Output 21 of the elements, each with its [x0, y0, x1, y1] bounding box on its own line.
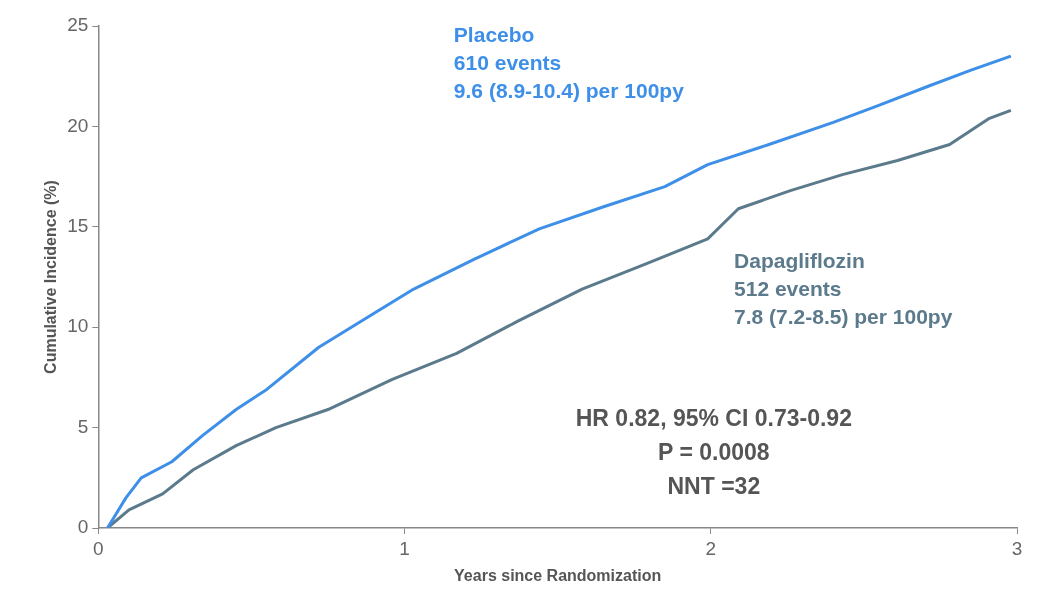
x-tick-label: 2	[705, 537, 717, 559]
y-axis-title: Cumulative Incidence (%)	[42, 180, 60, 374]
y-tick-label: 20	[67, 114, 89, 136]
annotation: P = 0.0008	[658, 439, 770, 466]
y-tick-label: 0	[77, 516, 89, 538]
annotation: NNT =32	[667, 473, 761, 500]
y-tick-label: 15	[67, 215, 89, 237]
annotation: 9.6 (8.9-10.4) per 100py	[453, 78, 685, 102]
x-tick-label: 0	[93, 537, 104, 559]
x-axis-title: Years since Randomization	[454, 566, 662, 584]
x-tick-label: 1	[399, 537, 410, 559]
x-tick-label: 3	[1011, 537, 1023, 559]
annotation: HR 0.82, 95% CI 0.73-0.92	[575, 405, 852, 432]
y-tick-label: 25	[67, 14, 89, 36]
annotation: 512 events	[734, 276, 842, 300]
annotation: 7.8 (7.2-8.5) per 100py	[734, 304, 953, 328]
y-tick-label: 10	[67, 315, 89, 337]
text: Placebo	[453, 22, 535, 46]
series-label: Dapagliflozin	[734, 248, 865, 272]
annotation: 610 events	[453, 50, 562, 74]
y-tick-label: 5	[77, 415, 89, 437]
